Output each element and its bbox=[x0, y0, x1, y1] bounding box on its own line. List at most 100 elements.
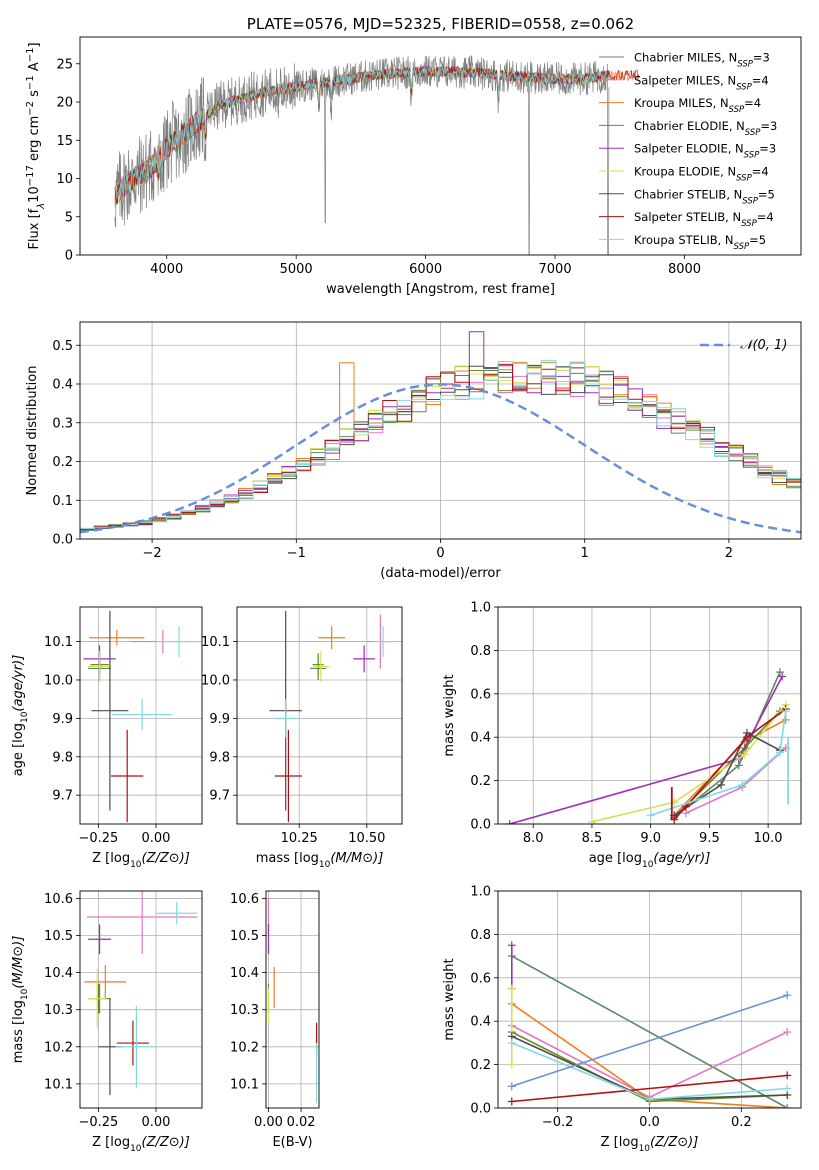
x-axis-label: Z [log10(Z/Z⊙)] bbox=[601, 1135, 699, 1154]
y-axis-label-part: Flux [f bbox=[27, 208, 42, 249]
histogram-area bbox=[80, 331, 801, 539]
y-axis-label-part: A bbox=[27, 62, 42, 75]
legend-label-main: Chabrier MILES, N bbox=[634, 51, 737, 65]
weight-line bbox=[511, 1074, 788, 1103]
x-tick-label: 2 bbox=[725, 546, 733, 561]
y-tick-label: 9.8 bbox=[52, 750, 73, 765]
x-tick-label: 1 bbox=[581, 546, 589, 561]
y-tick-label: 9.9 bbox=[209, 712, 230, 727]
model-spectrum-line bbox=[114, 65, 610, 201]
y-tick-label: 0 bbox=[65, 249, 73, 264]
y-tick-label: 0.0 bbox=[470, 818, 491, 833]
y-tick-label: 15 bbox=[56, 134, 73, 149]
x-tick-label: −0.25 bbox=[78, 1115, 118, 1130]
x-tick-label: 10.50 bbox=[348, 831, 385, 846]
y-axis-label-part: −2 bbox=[25, 101, 36, 116]
panel-weight_vs_Z: −0.2 0.0 0.2 0.0 0.2 0.4 0.6 0.8 1.0 Z [log10(Z/Z… bbox=[442, 885, 802, 1154]
y-tick-label: 10.5 bbox=[230, 929, 259, 944]
y-tick-label: 10.2 bbox=[230, 1040, 259, 1055]
x-tick-label: 10.0 bbox=[754, 831, 783, 846]
legend-label-sub: SSP bbox=[736, 174, 752, 184]
legend-label-end: =4 bbox=[752, 165, 769, 179]
panel-residuals: −2 −1 0 1 2 0.0 0.1 0.2 0.3 0.4 0.5 (data-model)/er… bbox=[25, 321, 802, 581]
y-axis-label: mass [log10(M/M⊙)] bbox=[11, 936, 30, 1064]
x-tick-label: 9.5 bbox=[699, 831, 720, 846]
y-tick-label: 10.0 bbox=[44, 673, 73, 688]
x-tick-label: 10.25 bbox=[281, 831, 318, 846]
x-axis-label: Z [log10(Z/Z⊙)] bbox=[92, 1135, 190, 1154]
x-tick-label: 9.0 bbox=[640, 831, 661, 846]
chart-title: PLATE=0576, MJD=52325, FIBERID=0558, z=0… bbox=[247, 15, 634, 33]
axes-frame bbox=[79, 606, 203, 825]
y-tick-label: 10.1 bbox=[201, 635, 230, 650]
y-tick-label: 0.2 bbox=[470, 774, 491, 789]
y-tick-label: 10.1 bbox=[44, 1077, 73, 1092]
spectrum-plot-area bbox=[114, 55, 640, 255]
x-axis-label-part: (Z/Z⊙)] bbox=[142, 851, 190, 866]
x-axis-label: E(B-V) bbox=[272, 1135, 312, 1150]
y-axis-label-part: (M/M⊙)] bbox=[11, 936, 26, 989]
y-tick-label: 0.5 bbox=[52, 339, 73, 354]
weight-plot-area bbox=[505, 668, 790, 824]
y-tick-label: 9.7 bbox=[209, 789, 230, 804]
x-tick-label: 6000 bbox=[409, 262, 442, 277]
y-axis-label-part: (age/yr)] bbox=[11, 655, 26, 712]
y-tick-label: 10.6 bbox=[230, 892, 259, 907]
normal-curve bbox=[80, 383, 801, 534]
axes-frame bbox=[79, 321, 802, 540]
errorbar-area bbox=[83, 610, 202, 823]
weight-line bbox=[673, 708, 787, 821]
weight-plot-area bbox=[507, 941, 792, 1108]
legend-label-end: =5 bbox=[749, 233, 766, 247]
axes-frame bbox=[79, 890, 203, 1109]
legend-label-main: Salpeter ELODIE, N bbox=[634, 142, 744, 156]
legend-label-sub: SSP bbox=[737, 60, 753, 70]
legend-label: Kroupa MILES, NSSP=4 bbox=[634, 96, 761, 115]
legend-label-main: Chabrier STELIB, N bbox=[634, 187, 742, 201]
y-tick-label: 10.5 bbox=[44, 929, 73, 944]
y-tick-label: 10 bbox=[56, 172, 73, 187]
x-axis-label-part: Z [log bbox=[92, 1135, 130, 1150]
y-axis-label-part: age [log bbox=[11, 723, 26, 776]
x-tick-label: −2 bbox=[143, 546, 162, 561]
x-axis-label-sub: 10 bbox=[130, 1144, 142, 1154]
legend-label: Kroupa ELODIE, NSSP=4 bbox=[634, 165, 769, 184]
y-axis-label-sub: 10 bbox=[20, 988, 30, 1000]
y-tick-label: 0.0 bbox=[470, 1102, 491, 1117]
y-tick-label: 0.8 bbox=[470, 644, 491, 659]
legend-label: Chabrier STELIB, NSSP=5 bbox=[634, 187, 775, 206]
x-axis-label-part: (M/M⊙)] bbox=[330, 851, 383, 866]
legend-label-main: Kroupa MILES, N bbox=[634, 96, 729, 110]
y-tick-label: 20 bbox=[56, 96, 73, 111]
y-tick-label: 5 bbox=[65, 210, 73, 225]
errorbar-area bbox=[267, 898, 318, 1103]
y-axis-label-part: −17 bbox=[25, 165, 36, 186]
legend-label-end: =3 bbox=[753, 51, 770, 65]
y-tick-label: 10.3 bbox=[44, 1003, 73, 1018]
x-tick-label: 0.00 bbox=[141, 831, 170, 846]
legend-label: Salpeter STELIB, NSSP=4 bbox=[634, 210, 774, 229]
weight-line bbox=[650, 711, 787, 817]
panel-mass_vs_EBV: 0.00 0.02 10.1 10.2 10.3 10.4 10.5 10.6 E(B-V) bbox=[230, 890, 320, 1150]
x-axis-label-sub: 10 bbox=[642, 860, 654, 870]
y-axis-label-part: 10 bbox=[27, 186, 42, 203]
legend-label-sub: SSP bbox=[742, 196, 758, 206]
x-axis-label-sub: 10 bbox=[130, 860, 142, 870]
y-axis-label-part: s bbox=[27, 90, 42, 101]
legend-label: 𝒩(0, 1) bbox=[740, 338, 787, 353]
x-tick-label: 0.00 bbox=[254, 1115, 283, 1130]
x-axis-label-part: Z [log bbox=[601, 1135, 639, 1150]
axes-frame bbox=[497, 606, 802, 825]
x-tick-label: 4000 bbox=[150, 262, 183, 277]
legend-label-sub: SSP bbox=[741, 219, 757, 229]
x-axis-label: age [log10(age/yr)] bbox=[589, 851, 711, 870]
y-axis-label-part: λ bbox=[36, 203, 47, 210]
x-tick-label: 0.02 bbox=[287, 1115, 316, 1130]
legend-label-end: =3 bbox=[760, 119, 777, 133]
y-tick-label: 10.6 bbox=[44, 892, 73, 907]
axes-frame bbox=[497, 890, 802, 1109]
axes-frame bbox=[79, 36, 802, 256]
y-axis-label: mass weight bbox=[442, 958, 457, 1040]
residual-histogram-step bbox=[80, 372, 801, 539]
